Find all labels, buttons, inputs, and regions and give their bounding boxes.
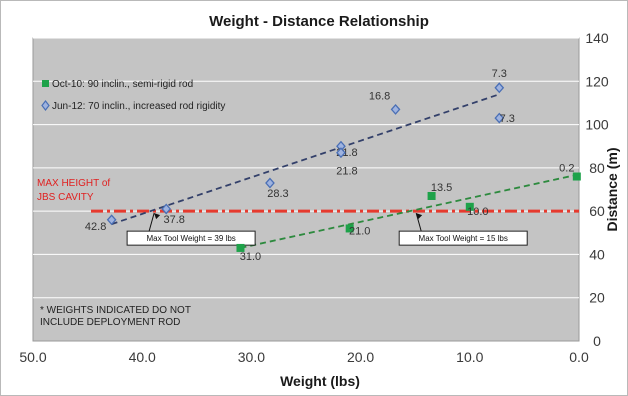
data-label: 13.5 [431,182,452,194]
callout-text: Max Tool Weight = 15 lbs [419,234,508,243]
data-label: 21.0 [349,225,370,237]
x-tick-label: 20.0 [347,349,374,365]
callout-arrow [148,213,155,232]
data-label: 16.8 [369,90,390,102]
data-point-diamond [494,112,505,124]
callout-text: Max Tool Weight = 39 lbs [146,234,235,243]
callout-box [126,230,256,246]
y-axis-label: Distance (m) [604,147,620,231]
data-point-diamond [336,147,346,159]
trend-line [111,93,500,225]
callout-arrowhead [416,213,423,220]
y-tick-label: 100 [585,117,609,133]
y-tick-label: 120 [585,73,609,89]
legend-label: Jun-12: 70 inclin., increased rod rigidi… [52,101,225,112]
data-label: 31.0 [240,251,261,263]
x-tick-label: 40.0 [129,349,156,365]
data-label: 37.8 [164,214,185,226]
data-point-diamond [494,82,505,94]
data-label: 21.8 [336,166,357,178]
data-label: 7.3 [500,113,515,125]
legend: Oct-10: 90 inclin., semi-rigid rod Jun-12… [41,79,225,112]
y-tick-label: 60 [589,203,605,219]
legend-marker-diamond [41,100,50,111]
y-tick-label: 80 [589,160,605,176]
callout-arrowhead [154,213,161,220]
data-label: 42.8 [85,221,106,233]
trend-line [240,173,580,249]
reference-line-label: JBS CAVITY [37,192,94,203]
data-label: 28.3 [267,188,288,200]
y-tick-label: 140 [585,30,609,46]
chart-title: Weight - Distance Relationship [209,13,429,30]
trend-lines [111,93,580,249]
data-label: 10.0 [467,206,488,218]
y-tick-label: 0 [593,333,601,349]
callout-arrow [415,213,422,232]
reference-line-label: MAX HEIGHT of [37,178,110,189]
x-tick-label: 10.0 [456,349,483,365]
data-point-square [465,202,474,211]
reference-line: MAX HEIGHT of JBS CAVITY [37,178,579,213]
data-label: 0.2 [559,163,574,175]
footnote-line: INCLUDE DEPLOYMENT ROD [40,317,180,328]
data-point-diamond [161,203,172,215]
data-point-square [427,191,436,200]
data-points: 31.021.013.510.00.242.837.828.321.821.81… [85,68,581,263]
x-axis-label: Weight (lbs) [280,373,360,389]
footnote-line: * WEIGHTS INDICATED DO NOT [40,305,191,316]
axis-ticks: 0 20 40 60 80 100 120 140 50.0 40.0 30.0 20.0 10.0 0.… [19,30,609,365]
data-point-diamond [106,214,117,226]
data-point-diamond [390,103,401,115]
data-point-square [345,224,354,233]
legend-marker-square [42,80,49,87]
x-tick-label: 30.0 [238,349,265,365]
data-label: 7.3 [492,68,507,80]
x-tick-label: 50.0 [19,349,46,365]
data-point-square [572,172,581,181]
data-point-square [236,243,245,252]
callout-box [398,230,528,246]
data-point-diamond [265,177,275,189]
y-tick-label: 20 [589,290,605,306]
y-tick-label: 40 [589,246,605,262]
x-tick-label: 0.0 [569,349,589,365]
callouts: Max Tool Weight = 39 lbs Max Tool Weight … [126,213,528,246]
legend-label: Oct-10: 90 inclin., semi-rigid rod [52,79,193,90]
